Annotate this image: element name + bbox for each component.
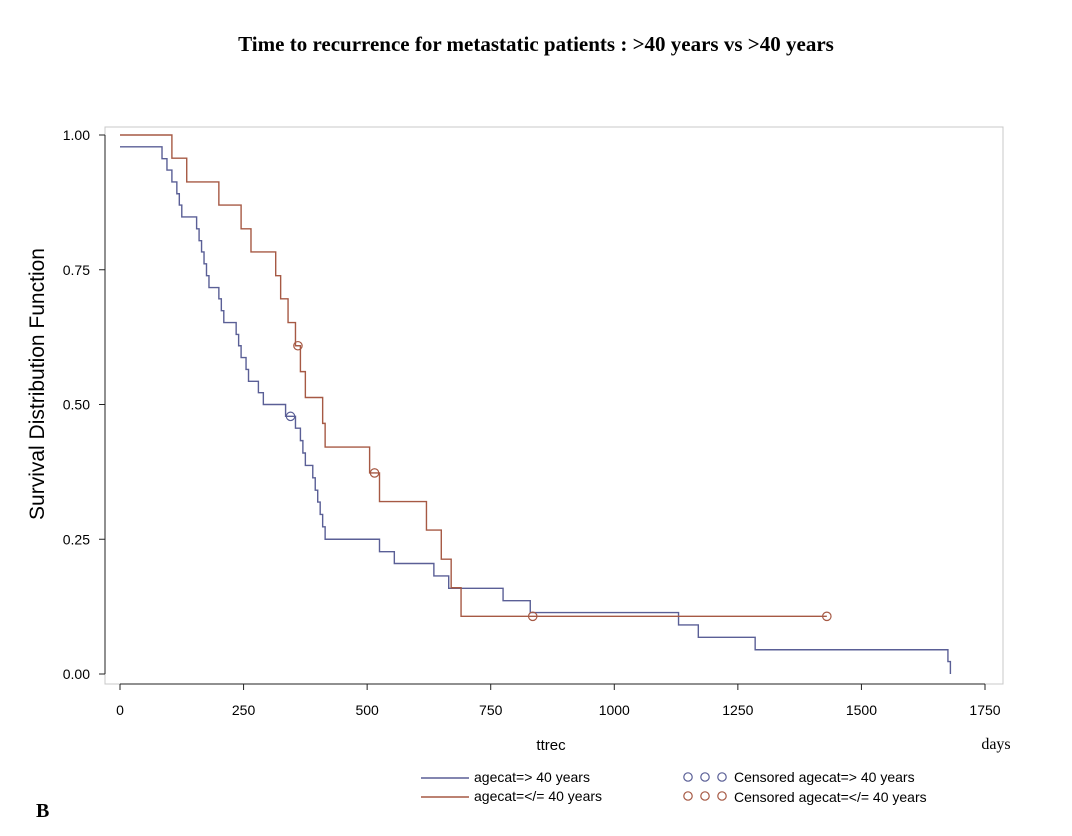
x-axis: 0 250 500 750 1000 1250 1500 1750: [116, 683, 1001, 718]
x-tick-label: 1750: [969, 702, 1000, 718]
censor-marker-series-1: [293, 340, 303, 351]
y-tick-label: 1.00: [63, 127, 90, 143]
x-tick-label: 1000: [599, 702, 630, 718]
legend: agecat=> 40 years agecat=</= 40 years Ce…: [421, 769, 927, 805]
x-axis-unit: days: [981, 736, 1010, 753]
censor-marker-series-1: [369, 468, 380, 478]
y-tick-label: 0.75: [63, 262, 90, 278]
x-tick-label: 1500: [846, 702, 877, 718]
x-tick-label: 750: [479, 702, 503, 718]
survival-curve-series-1: [120, 134, 827, 618]
legend-censor-label-series-1: Censored agecat=</= 40 years: [734, 789, 927, 805]
y-axis: 0.00 0.25 0.50 0.75 1.00: [63, 127, 106, 682]
y-tick-label: 0.50: [63, 397, 90, 413]
plot-frame: [104, 126, 1004, 685]
censor-marker-series-0: [285, 411, 296, 422]
x-tick-label: 250: [232, 702, 256, 718]
censor-marker-series-1: [527, 611, 538, 622]
legend-censor-markers-series-1: [683, 791, 727, 801]
x-tick-label: 0: [116, 702, 124, 718]
series-layer: [120, 134, 952, 674]
chart-title: Time to recurrence for metastatic patien…: [238, 32, 834, 56]
x-tick-label: 1250: [722, 702, 753, 718]
censor-marker-series-1: [822, 611, 832, 622]
legend-label-series-1: agecat=</= 40 years: [474, 788, 602, 804]
legend-censor-label-series-0: Censored agecat=> 40 years: [734, 769, 915, 785]
legend-censor-markers-series-0: [683, 772, 727, 782]
y-tick-label: 0.25: [63, 531, 90, 547]
y-axis-label: Survival Distribution Function: [26, 248, 49, 520]
y-tick-label: 0.00: [63, 666, 90, 682]
x-tick-label: 500: [355, 702, 379, 718]
legend-label-series-0: agecat=> 40 years: [474, 769, 590, 785]
survival-curve-series-0: [120, 146, 952, 674]
panel-letter: B: [36, 800, 50, 822]
x-axis-label: ttrec: [536, 737, 566, 754]
